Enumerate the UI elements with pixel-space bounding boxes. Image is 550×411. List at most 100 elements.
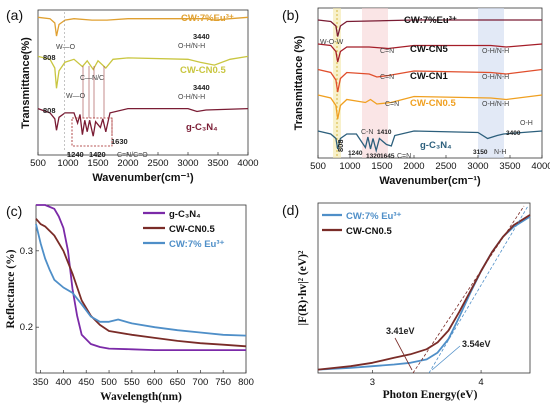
panel-a-series-line-0 bbox=[37, 16, 249, 37]
panel-a: (a) Transmittance(%) Wavenumber(cm⁻¹) 50… bbox=[6, 7, 259, 184]
panel-c-xlabel: Wavelength(nm) bbox=[100, 391, 182, 403]
panel-b-x-tick-label-0: 500 bbox=[310, 161, 326, 172]
panel-a-x-ticks: 500 1000 1500 2000 2500 3000 3500 4000 bbox=[30, 152, 259, 169]
panel-b-band-cn bbox=[362, 8, 388, 158]
panel-b-ann-1320: 1320 bbox=[366, 153, 381, 160]
panel-a-x-tick-label-5: 3000 bbox=[177, 158, 198, 169]
panel-a-label: (a) bbox=[6, 7, 23, 23]
panel-b-series-label-cn5: CW-CN5 bbox=[410, 44, 449, 55]
panel-b-x-tick-label-6: 3500 bbox=[499, 161, 520, 172]
panel-a-ann-cn: C—N/C bbox=[80, 75, 104, 82]
panel-a-xlabel: Wavenumber(cm⁻¹) bbox=[92, 172, 194, 184]
panel-b-series-line-1 bbox=[317, 43, 543, 63]
panel-c-x-tick-label-2: 450 bbox=[78, 377, 94, 388]
panel-c-series-line-1 bbox=[35, 218, 247, 348]
panel-a-ann-wo-top: W—O bbox=[56, 44, 76, 51]
panel-d: (d) |F(R)·hv|² (eV)² Photon Energy(eV) 3… bbox=[282, 202, 531, 401]
panel-b-ann-wow: W-O-W bbox=[320, 39, 344, 46]
panel-b-ann-cn-3: C=N bbox=[385, 101, 399, 108]
panel-b-x-tick-label-3: 2000 bbox=[403, 161, 424, 172]
panel-d-arrow-341 bbox=[394, 337, 413, 371]
panel-d-x-tick-label-0: 3 bbox=[370, 377, 375, 388]
panel-a-series-line-1 bbox=[37, 55, 249, 89]
panel-b-ann-1645: 1645 bbox=[380, 153, 395, 160]
panel-b-series-line-0 bbox=[317, 19, 542, 37]
panel-b-ylabel: Transmittance (%) bbox=[293, 35, 305, 130]
panel-a-x-tick-label-6: 3500 bbox=[207, 158, 228, 169]
panel-c-x-tick-label-8: 750 bbox=[215, 377, 231, 388]
panel-c-x-tick-label-4: 550 bbox=[124, 377, 140, 388]
panel-c-y-tick-label-1: 0.3 bbox=[20, 246, 33, 257]
panel-c-x-tick-label-5: 600 bbox=[147, 377, 163, 388]
panel-c-x-tick-label-6: 650 bbox=[170, 377, 186, 388]
panel-d-arrow-354 bbox=[431, 345, 461, 371]
panel-b-x-tick-label-7: 4000 bbox=[531, 161, 550, 172]
panel-b: (b) Transmittance (%) Wavenumber(cm⁻¹) 5… bbox=[282, 7, 550, 187]
panel-a-frame bbox=[37, 9, 249, 156]
panel-d-tangent-cn05 bbox=[412, 205, 525, 374]
panel-a-ann-808-mid: 808 bbox=[43, 106, 56, 115]
panel-b-xlabel: Wavenumber(cm⁻¹) bbox=[379, 175, 481, 187]
panel-a-x-tick-label-0: 500 bbox=[30, 158, 46, 169]
panel-b-band-ohnh bbox=[478, 8, 504, 158]
panel-b-ann-cn: C-N bbox=[361, 129, 373, 136]
panel-b-ann-cn-2: C=N bbox=[380, 74, 394, 81]
panel-c-ylabel: Reflectance (%) bbox=[5, 249, 17, 328]
panel-b-ann-ohnh-1: O-H/N-H bbox=[482, 48, 509, 55]
panel-a-x-tick-label-4: 2500 bbox=[147, 158, 168, 169]
panel-b-label: (b) bbox=[282, 7, 299, 23]
panel-c-frame bbox=[35, 204, 247, 374]
panel-a-x-tick-label-1: 1000 bbox=[57, 158, 78, 169]
panel-a-x-tick-label-2: 1500 bbox=[87, 158, 108, 169]
panel-d-series-line-1 bbox=[317, 214, 531, 371]
panel-b-ann-3400: 3400 bbox=[506, 130, 521, 137]
panel-b-series-label-gcn: g-C₃N₄ bbox=[420, 140, 452, 151]
panel-c-x-tick-label-1: 400 bbox=[55, 377, 71, 388]
panel-b-x-tick-label-4: 2500 bbox=[435, 161, 456, 172]
panel-b-series-line-4 bbox=[317, 130, 543, 154]
panel-a-series-label-gcn: g-C₃N₄ bbox=[186, 122, 218, 133]
panel-d-ylabel: |F(R)·hv|² (eV)² bbox=[297, 250, 309, 325]
panel-b-series-label-cn1: CW-CN1 bbox=[410, 71, 449, 82]
panel-d-x-tick-label-1: 4 bbox=[478, 377, 483, 388]
panel-c-legend-label-gcn: g-C₃N₄ bbox=[169, 209, 201, 220]
panel-b-series-line-3 bbox=[317, 94, 543, 120]
panel-a-ann-3440-mid: 3440 bbox=[193, 83, 210, 92]
panel-c-x-tick-label-7: 700 bbox=[192, 377, 208, 388]
panel-a-ann-1240: 1240 bbox=[67, 150, 84, 159]
panel-c-ticks: 350 400 450 500 550 600 650 700 750 800 0.2 0.3 bbox=[20, 246, 254, 388]
panel-c-series bbox=[35, 204, 247, 352]
panel-b-x-tick-label-1: 1000 bbox=[339, 161, 360, 172]
panel-d-legend: CW:7% Eu³⁺ CW-CN0.5 bbox=[322, 211, 402, 237]
panel-d-series bbox=[317, 214, 531, 371]
panel-d-frame bbox=[317, 202, 531, 374]
panel-b-ann-1240: 1240 bbox=[348, 150, 363, 157]
panel-b-series-label-eu: CW:7%Eu³⁺ bbox=[404, 15, 457, 26]
panel-c-legend-label-cn05: CW-CN0.5 bbox=[169, 224, 215, 235]
panel-a-series-label-cn05: CW-CN0.5 bbox=[180, 65, 226, 76]
panel-b-x-ticks: 500 1000 1500 2000 2500 3000 3500 4000 bbox=[310, 155, 550, 172]
panel-d-tangent-eu bbox=[428, 205, 529, 374]
panel-b-x-tick-label-2: 1500 bbox=[371, 161, 392, 172]
panel-b-series-label-cn05: CW-CN0.5 bbox=[410, 98, 456, 109]
panel-a-x-tick-label-3: 2000 bbox=[117, 158, 138, 169]
panel-a-series-line-2 bbox=[37, 107, 249, 137]
panel-a-series-label-eu: CW:7%Eu³⁺ bbox=[181, 13, 234, 24]
panel-b-frame bbox=[317, 7, 543, 159]
panel-b-ann-808: 808 bbox=[336, 139, 345, 152]
panel-c-series-line-2 bbox=[35, 223, 247, 337]
panel-b-x-tick-label-5: 3000 bbox=[467, 161, 488, 172]
panel-b-series-line-2 bbox=[317, 68, 543, 93]
panel-d-label: (d) bbox=[282, 202, 299, 218]
panel-a-ann-wo-mid: W—O bbox=[66, 93, 86, 100]
panel-b-ann-3150: 3150 bbox=[473, 149, 488, 156]
panel-a-ann-1630: 1630 bbox=[111, 137, 128, 146]
panel-b-ann-cn-bottom: C=N bbox=[397, 153, 411, 160]
panel-b-ann-ohnh-3: O-H/N-H bbox=[482, 101, 509, 108]
panel-c-y-tick-label-0: 0.2 bbox=[20, 322, 33, 333]
panel-b-ann-ohnh-2: O-H/N-H bbox=[482, 74, 509, 81]
panel-a-ann-1420: 1420 bbox=[89, 150, 106, 159]
panel-c-x-tick-label-0: 350 bbox=[33, 377, 49, 388]
